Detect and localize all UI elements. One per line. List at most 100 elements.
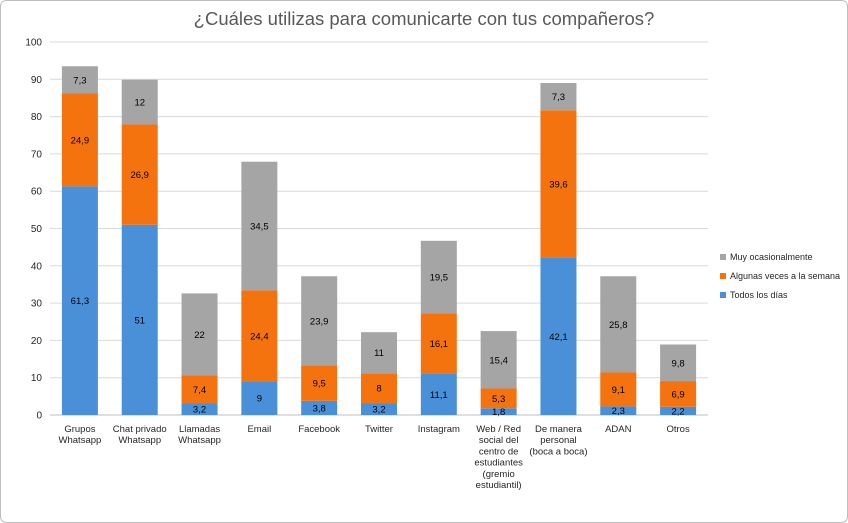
- bar-segment: [241, 161, 278, 291]
- x-tick-label-line: centro de: [479, 446, 519, 457]
- data-label: 3,2: [372, 405, 385, 416]
- bar-segment: [61, 186, 98, 415]
- y-tick-label: 80: [31, 112, 43, 123]
- x-tick-label: Llamadas Whatsapp: [178, 424, 221, 446]
- bar-segment: [61, 66, 98, 94]
- x-tick-label-line: Llamadas: [179, 424, 220, 435]
- x-tick-label: Grupos Whatsapp: [59, 424, 102, 446]
- bar-segment: [600, 276, 637, 373]
- x-tick-label-line: Web / Red: [476, 424, 521, 435]
- legend-swatch: [720, 273, 726, 279]
- y-tick-label: 70: [31, 149, 43, 160]
- data-labels: 61,3 24,9 7,3 51 26,9 12 3,2 7,4 22 9 24,4 34,5 3,8 9…: [71, 75, 685, 418]
- x-tick-label-line: Instagram: [418, 424, 460, 435]
- legend-item-todos-los-dias: Todos los días: [720, 290, 840, 300]
- data-label: 61,3: [71, 296, 90, 307]
- x-tick-label: Instagram: [418, 424, 460, 435]
- y-tick-label: 50: [31, 224, 43, 235]
- bar-segment: [660, 381, 697, 407]
- bar-segment: [61, 93, 98, 187]
- legend-label: Todos los días: [730, 290, 788, 300]
- data-label: 9: [257, 394, 262, 405]
- y-tick-label: 10: [31, 373, 43, 384]
- data-label: 12: [134, 98, 145, 109]
- data-label: 42,1: [549, 332, 568, 343]
- x-tick-label: Otros: [666, 424, 689, 435]
- x-tick-label-line: personal: [540, 435, 576, 446]
- legend-label: Algunas veces a la semana: [730, 271, 841, 281]
- bar-segment: [361, 332, 397, 374]
- legend-item-muy-ocasionalmente: Muy ocasionalmente: [720, 252, 840, 262]
- x-tick-label-line: social del: [479, 435, 519, 446]
- x-tick-label-line: Whatsapp: [178, 435, 221, 446]
- bar-segment: [600, 406, 637, 415]
- x-tick-label: Chat privado Whatsapp: [113, 424, 167, 446]
- legend-swatch: [720, 254, 726, 260]
- y-tick-label: 60: [31, 187, 43, 198]
- x-tick-label: Email: [247, 424, 271, 435]
- data-label: 3,8: [313, 403, 326, 414]
- x-tick-label: Facebook: [298, 424, 340, 435]
- data-label: 8: [376, 384, 381, 395]
- y-tick-label: 30: [31, 299, 43, 310]
- x-tick-label: ADAN: [605, 424, 632, 435]
- x-tick-label-line: ADAN: [605, 424, 632, 435]
- x-tick-label-line: De manera: [535, 424, 583, 435]
- chart-title: ¿Cuáles utilizas para comunicarte con tu…: [193, 8, 655, 29]
- x-tick-label-line: Facebook: [298, 424, 340, 435]
- bar-segment: [420, 373, 457, 415]
- data-label: 26,9: [130, 170, 149, 181]
- data-label: 34,5: [250, 222, 269, 233]
- bar-segment: [301, 276, 338, 366]
- x-tick-label-line: Whatsapp: [59, 435, 102, 446]
- x-tick-label-line: estudiantil): [476, 480, 522, 491]
- data-label: 39,6: [549, 180, 568, 191]
- bar-segment: [361, 373, 397, 404]
- data-label: 25,8: [609, 320, 628, 331]
- bar-segment: [660, 344, 697, 382]
- x-tick-label-line: Whatsapp: [118, 435, 161, 446]
- data-label: 3,2: [193, 405, 206, 416]
- data-label: 9,1: [612, 385, 625, 396]
- bar-segment: [361, 403, 397, 415]
- data-label: 1,8: [492, 407, 505, 418]
- y-tick-label: 20: [31, 336, 43, 347]
- x-tick-label: Web / Red social del centro de estudiantes(…: [474, 424, 523, 491]
- data-label: 15,4: [489, 355, 508, 366]
- bar-segment: [540, 257, 577, 415]
- data-label: 51: [134, 315, 145, 326]
- data-label: 6,9: [671, 389, 684, 400]
- bar-segment: [480, 331, 517, 389]
- data-label: 11: [374, 348, 384, 359]
- data-label: 7,3: [552, 92, 565, 103]
- data-label: 16,1: [430, 339, 449, 350]
- bar-segment: [480, 408, 517, 415]
- bar-segment: [660, 406, 697, 415]
- legend-label: Muy ocasionalmente: [730, 252, 813, 262]
- bar-segment: [420, 313, 457, 374]
- bar-segment: [540, 83, 577, 111]
- bar-segment: [181, 293, 218, 376]
- x-tick-label-line: Otros: [666, 424, 689, 435]
- legend: Muy ocasionalmente Algunas veces a la se…: [720, 252, 840, 309]
- data-label: 2,2: [671, 406, 684, 417]
- bars: [61, 66, 697, 415]
- data-label: 24,4: [250, 331, 269, 342]
- bar-segment: [241, 290, 278, 382]
- x-tick-label: De manera personal (boca a boca): [529, 424, 587, 457]
- x-tick-label-line: Twitter: [365, 424, 393, 435]
- bar-segment: [121, 79, 158, 125]
- y-tick-label: 100: [25, 38, 42, 49]
- data-label: 23,9: [310, 316, 329, 327]
- data-label: 24,9: [71, 135, 90, 146]
- x-tick-label-line: (gremio: [483, 469, 515, 480]
- bar-segment: [241, 381, 278, 415]
- x-tick-label-line: Grupos: [64, 424, 95, 435]
- bar-segment: [480, 388, 517, 409]
- y-axis: 0 10 20 30 40 50 60 70 80 90 100: [25, 38, 42, 422]
- data-label: 9,8: [671, 358, 684, 369]
- bar-segment: [540, 110, 577, 258]
- data-label: 9,5: [313, 379, 326, 390]
